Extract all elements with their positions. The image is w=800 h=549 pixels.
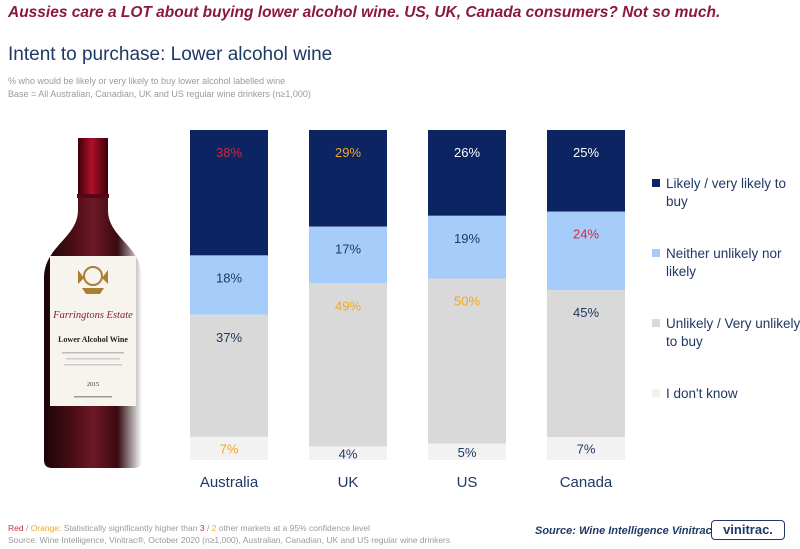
data-label-us-series-3: 5% [458, 445, 477, 460]
data-label-us-series-0: 26% [454, 145, 480, 160]
legend-swatch-0 [652, 179, 660, 187]
bar-canada-series-0 [547, 130, 625, 212]
bar-canada-series-3 [547, 437, 625, 460]
bar-uk-series-2 [309, 283, 387, 447]
sig-orange-label: Orange [30, 523, 60, 533]
wine-bottle-illustration: Farringtons Estate Lower Alcohol Wine 20… [44, 138, 142, 468]
bar-us-series-1 [428, 215, 506, 279]
bar-australia-series-2 [190, 314, 268, 437]
footer-source-line: Source: Wine Intelligence, Vinitrac®, Oc… [8, 535, 451, 545]
headline: Aussies care a LOT about buying lower al… [8, 4, 721, 21]
stacked-bar-chart: 38% 18% 37% 7% Australia 29% 17% 49% 4% UK 26% 19% 5… [190, 130, 625, 491]
bar-us-series-0 [428, 130, 506, 216]
legend-label-2: Unlikely / Very unlikely to buy [666, 316, 800, 349]
sig-num-red: 3 [199, 523, 205, 533]
source-credit: Source: Wine Intelligence Vinitrac [535, 525, 712, 537]
x-tick-label-canada: Canada [560, 474, 613, 491]
legend-label-3: I don't know [666, 386, 738, 401]
sig-text-2: other markets at a 95% confidence level [216, 523, 370, 533]
bar-uk-series-1 [309, 226, 387, 284]
legend-swatch-3 [652, 389, 660, 397]
bar-australia-series-3 [190, 436, 268, 460]
legend-label-1: Neither unlikely nor likely [666, 246, 782, 279]
data-label-us-series-1: 19% [454, 231, 480, 246]
data-label-canada-series-1: 24% [573, 227, 599, 242]
bar-australia-series-0 [190, 130, 268, 256]
bar-canada-series-2 [547, 290, 625, 438]
bar-australia-series-1 [190, 255, 268, 315]
bar-uk-series-3 [309, 446, 387, 460]
sig-red-label: Red [8, 523, 24, 533]
x-tick-label-uk: UK [338, 474, 359, 491]
data-label-us-series-2: 50% [454, 294, 480, 309]
data-label-uk-series-0: 29% [335, 145, 361, 160]
bar-canada-series-1 [547, 211, 625, 291]
data-label-uk-series-2: 49% [335, 298, 361, 313]
x-tick-label-australia: Australia [200, 474, 259, 491]
bottle-label-text: Farringtons Estate Lower Alcohol Wine 20… [52, 310, 133, 398]
significance-note: Red / Orange: Statistically significantl… [8, 523, 370, 533]
sig-num-orange: 2 [211, 523, 217, 533]
data-label-canada-series-0: 25% [573, 145, 599, 160]
vinitrac-logo: vinitrac. [711, 520, 785, 540]
x-tick-label-us: US [457, 474, 478, 491]
bar-uk-series-0 [309, 130, 387, 227]
data-label-australia-series-1: 18% [216, 270, 242, 285]
legend-label-0: Likely / very likely to buy [666, 176, 787, 209]
sig-separator: / [23, 523, 31, 533]
legend-swatch-2 [652, 319, 660, 327]
data-label-uk-series-3: 4% [339, 446, 358, 461]
bottle-brand: Farringtons Estate [52, 310, 133, 321]
data-label-australia-series-0: 38% [216, 145, 242, 160]
note-base: Base = All Australian, Canadian, UK and … [8, 89, 311, 99]
note-definition: % who would be likely or very likely to … [8, 76, 286, 86]
legend-swatch-1 [652, 249, 660, 257]
bottle-product: Lower Alcohol Wine [58, 335, 128, 344]
data-label-uk-series-1: 17% [335, 242, 361, 257]
sig-text-1: : Statistically significantly higher tha… [59, 523, 200, 533]
data-label-canada-series-2: 45% [573, 305, 599, 320]
data-label-australia-series-3: 7% [220, 441, 239, 456]
bar-us-series-3 [428, 443, 506, 460]
wine-bottle-image: Farringtons Estate Lower Alcohol Wine 20… [38, 138, 148, 468]
data-label-australia-series-2: 37% [216, 330, 242, 345]
bottle-year: 2015 [87, 382, 99, 388]
data-label-canada-series-3: 7% [577, 442, 596, 457]
chart-subtitle: Intent to purchase: Lower alcohol wine [8, 44, 333, 65]
bar-us-series-2 [428, 278, 506, 444]
sig-separator-2: / [204, 523, 212, 533]
